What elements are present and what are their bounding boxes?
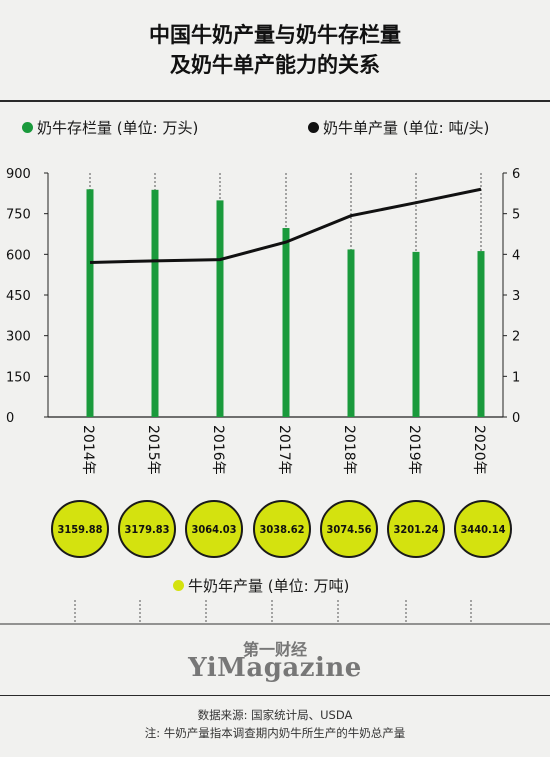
bar — [477, 251, 485, 417]
legend-yield-label: 牛奶年产量 (单位: 万吨) — [188, 577, 350, 595]
y-right-tick-label: 3 — [512, 289, 520, 304]
y-left-tick-label: 300 — [6, 330, 31, 345]
bar — [86, 189, 94, 417]
footnote: 注: 牛奶产量指本调查期内奶牛所生产的牛奶总产量 — [144, 726, 406, 740]
yield-value-badge: 3074.56 — [320, 500, 378, 558]
y-right-tick-label: 1 — [512, 370, 520, 385]
y-left-tick-label: 450 — [6, 289, 31, 304]
y-left-tick-label: 600 — [6, 248, 31, 263]
yield-value-badge: 3038.62 — [253, 500, 311, 558]
y-left-tick-label: 900 — [6, 167, 31, 182]
bar — [282, 228, 290, 417]
x-tick-label: 2014年 — [80, 425, 96, 475]
chart-title: 中国牛奶产量与奶牛存栏量 及奶牛单产能力的关系 — [0, 20, 550, 80]
legend-line: 奶牛单产量 (单位: 吨/头) — [308, 117, 489, 138]
x-tick-label: 2019年 — [406, 425, 422, 475]
bar — [412, 251, 420, 417]
y-right-tick-label: 2 — [512, 330, 520, 345]
legend-line-label: 奶牛单产量 (单位: 吨/头) — [323, 119, 490, 137]
yield-value-badge: 3440.14 — [454, 500, 512, 558]
bar — [216, 200, 224, 417]
x-tick-label: 2020年 — [471, 425, 487, 475]
yield-value-badge: 3201.24 — [387, 500, 445, 558]
x-tick-label: 2015年 — [145, 425, 161, 475]
legend-bars-label: 奶牛存栏量 (单位: 万头) — [37, 119, 199, 137]
y-left-tick-label: 750 — [6, 208, 31, 223]
brand-logo-text: YiMagazine — [188, 653, 362, 683]
yellow-dot-icon — [173, 580, 184, 591]
footer-divider — [0, 695, 550, 696]
chart-svg: 0 150 300 450 600 750 900 0 1 2 3 4 5 6 2014年 2015年 2016… — [6, 167, 520, 475]
legend-bars: 奶牛存栏量 (单位: 万头) — [22, 117, 198, 138]
x-tick-label: 2016年 — [210, 425, 226, 475]
y-right-tick-label: 6 — [512, 167, 520, 182]
source-note: 数据来源: 国家统计局、USDA — [197, 708, 353, 722]
x-tick-label: 2018年 — [341, 425, 357, 475]
y-right-tick-label: 0 — [512, 411, 520, 426]
yield-value-badge: 3064.03 — [185, 500, 243, 558]
yield-value-badge: 3179.83 — [118, 500, 176, 558]
title-line-2: 及奶牛单产能力的关系 — [170, 53, 380, 77]
x-tick-label: 2017年 — [276, 425, 292, 475]
bar — [151, 189, 159, 417]
y-left-tick-label: 0 — [6, 411, 14, 426]
bottom-axis — [0, 600, 550, 625]
yield-value-badge: 3159.88 — [51, 500, 109, 558]
top-divider — [0, 100, 550, 102]
legend-yield: 牛奶年产量 (单位: 万吨) — [173, 575, 349, 596]
yield-row: 3159.88 3179.83 3064.03 3038.62 3074.56 3201.… — [0, 500, 550, 560]
bar — [347, 249, 355, 417]
y-left-tick-label: 150 — [6, 370, 31, 385]
y-right-tick-label: 5 — [512, 208, 520, 223]
title-line-1: 中国牛奶产量与奶牛存栏量 — [149, 23, 401, 47]
green-dot-icon — [22, 122, 33, 133]
brand-cn: 第一财经 — [242, 640, 307, 659]
y-right-tick-label: 4 — [512, 248, 520, 263]
black-dot-icon — [308, 122, 319, 133]
